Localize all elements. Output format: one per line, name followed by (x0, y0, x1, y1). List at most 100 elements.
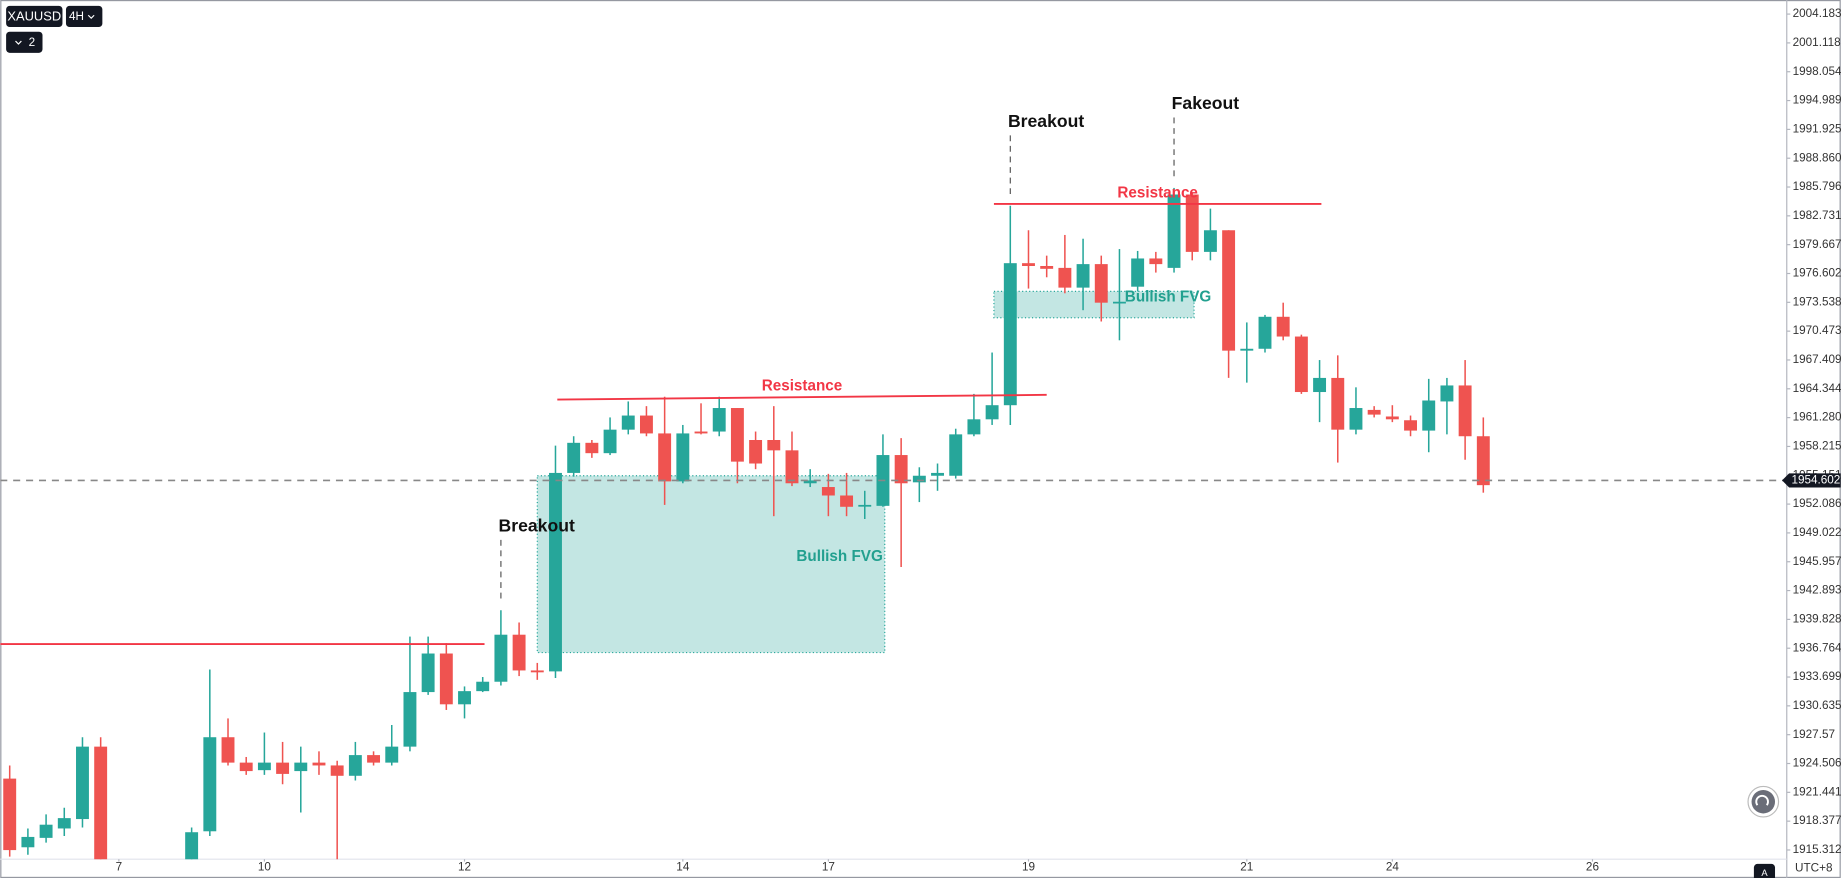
reset-button[interactable] (1747, 785, 1780, 818)
candle-body (39, 824, 53, 838)
candle-body (1258, 316, 1272, 349)
y-tick-label: 1982.731 (1793, 209, 1841, 222)
toolbar: XAUUSD 4H 2 (6, 5, 103, 53)
candle-body (749, 440, 763, 464)
candle-body (21, 836, 35, 848)
symbol: XAUUSD (7, 8, 61, 23)
x-tick-label: 7 (116, 861, 123, 874)
candle-body (1222, 230, 1236, 351)
candle-body (730, 408, 744, 462)
candle-body (931, 472, 944, 476)
last-price-label: 1954.602 (1791, 474, 1840, 487)
candle-body (1240, 348, 1254, 351)
candle-body (858, 504, 872, 507)
candle-body (476, 681, 490, 692)
candle-body (57, 818, 71, 829)
callout-label: Breakout (1008, 111, 1084, 131)
candle-body (348, 755, 362, 776)
candle-body (1313, 377, 1327, 393)
candle-body (785, 450, 799, 484)
candle-body (1476, 436, 1490, 486)
candle-body (1022, 263, 1035, 266)
candle-body (94, 746, 108, 860)
candle-body (1112, 301, 1126, 304)
candle-body (1167, 194, 1181, 268)
candle-body (821, 487, 835, 496)
candle-body (1058, 267, 1072, 288)
candle-body (949, 434, 963, 476)
axes: 2004.183 2001.118 1998.054 1994.989 1991.925… (116, 7, 1841, 873)
chevron (87, 14, 95, 20)
candle-body (276, 762, 290, 774)
candle-body (439, 653, 453, 705)
y-tick-label: 1964.344 (1793, 382, 1841, 395)
candle-body (585, 442, 599, 454)
x-tick-label: 12 (458, 861, 471, 874)
y-tick-label: 2004.183 (1793, 7, 1841, 20)
interval: 4H (69, 10, 84, 23)
candle-body (1385, 416, 1399, 420)
candle-body (1422, 400, 1436, 431)
y-tick-label: 1933.699 (1793, 670, 1841, 683)
y-tick-label: 1973.538 (1793, 295, 1841, 308)
candle-body (1003, 263, 1017, 406)
callout-label: Breakout (499, 516, 575, 536)
y-tick-label: 1939.828 (1793, 612, 1841, 625)
y-tick-label: 1915.312 (1793, 843, 1841, 856)
candle-body (694, 431, 708, 434)
candle-body (458, 691, 471, 705)
chevron (15, 40, 22, 45)
y-tick-label: 1985.796 (1793, 180, 1841, 193)
interval-button[interactable]: 4H (65, 5, 103, 27)
candle-body (639, 415, 653, 434)
svg-text:A: A (1761, 867, 1768, 878)
x-tick-label: 14 (676, 861, 690, 874)
candle-body (294, 762, 308, 772)
x-tick-label: 26 (1586, 861, 1599, 874)
fvg-label: Bullish FVG (796, 548, 882, 565)
y-tick-label: 1961.280 (1793, 411, 1841, 424)
candle-body (1149, 258, 1163, 265)
y-tick-label: 1994.989 (1793, 94, 1841, 107)
fvg-zone (536, 475, 886, 654)
candle-body (1276, 316, 1290, 337)
y-tick-label: 1921.441 (1793, 785, 1841, 798)
candle-body (1094, 264, 1108, 303)
plot-area: Bullish FVG Bullish FVG Resistance Resistan… (0, 93, 1787, 860)
y-tick-label: 1979.667 (1793, 238, 1841, 251)
candle-body (421, 653, 435, 693)
candle-body (512, 634, 526, 671)
candle-body (985, 405, 999, 420)
candle-body (1185, 194, 1199, 252)
candle-body (257, 762, 271, 771)
candle-body (1458, 385, 1472, 437)
symbol-button[interactable]: XAUUSD (6, 5, 63, 27)
candle-body (185, 832, 199, 860)
y-tick-label: 1918.377 (1793, 814, 1841, 827)
auto-scale-button[interactable]: A (1753, 863, 1776, 878)
fvg-label: Bullish FVG (1125, 289, 1211, 306)
candle-body (767, 440, 781, 451)
indicator-toggle[interactable]: 2 (6, 31, 43, 53)
y-tick-label: 1998.054 (1793, 65, 1841, 78)
candle-body (549, 472, 562, 672)
candle-body (712, 408, 726, 432)
candle-body (1040, 265, 1054, 269)
candle-body (221, 737, 235, 763)
y-tick-label: 1967.409 (1793, 353, 1841, 366)
candle-body (385, 746, 399, 763)
y-tick-label: 1952.086 (1793, 497, 1841, 510)
candle-body (603, 429, 617, 454)
candle-body (1349, 408, 1363, 430)
y-tick-label: 1949.022 (1793, 526, 1841, 539)
y-tick-label: 1991.925 (1793, 122, 1841, 135)
candle-body (1203, 230, 1217, 252)
candle-body (967, 419, 981, 435)
y-tick-label: 1930.635 (1793, 699, 1841, 712)
candle-body (494, 634, 508, 682)
candle-body (840, 495, 854, 507)
fvg-zone (993, 290, 1195, 319)
candle-body (912, 475, 926, 483)
y-tick-label: 1942.893 (1793, 584, 1841, 597)
